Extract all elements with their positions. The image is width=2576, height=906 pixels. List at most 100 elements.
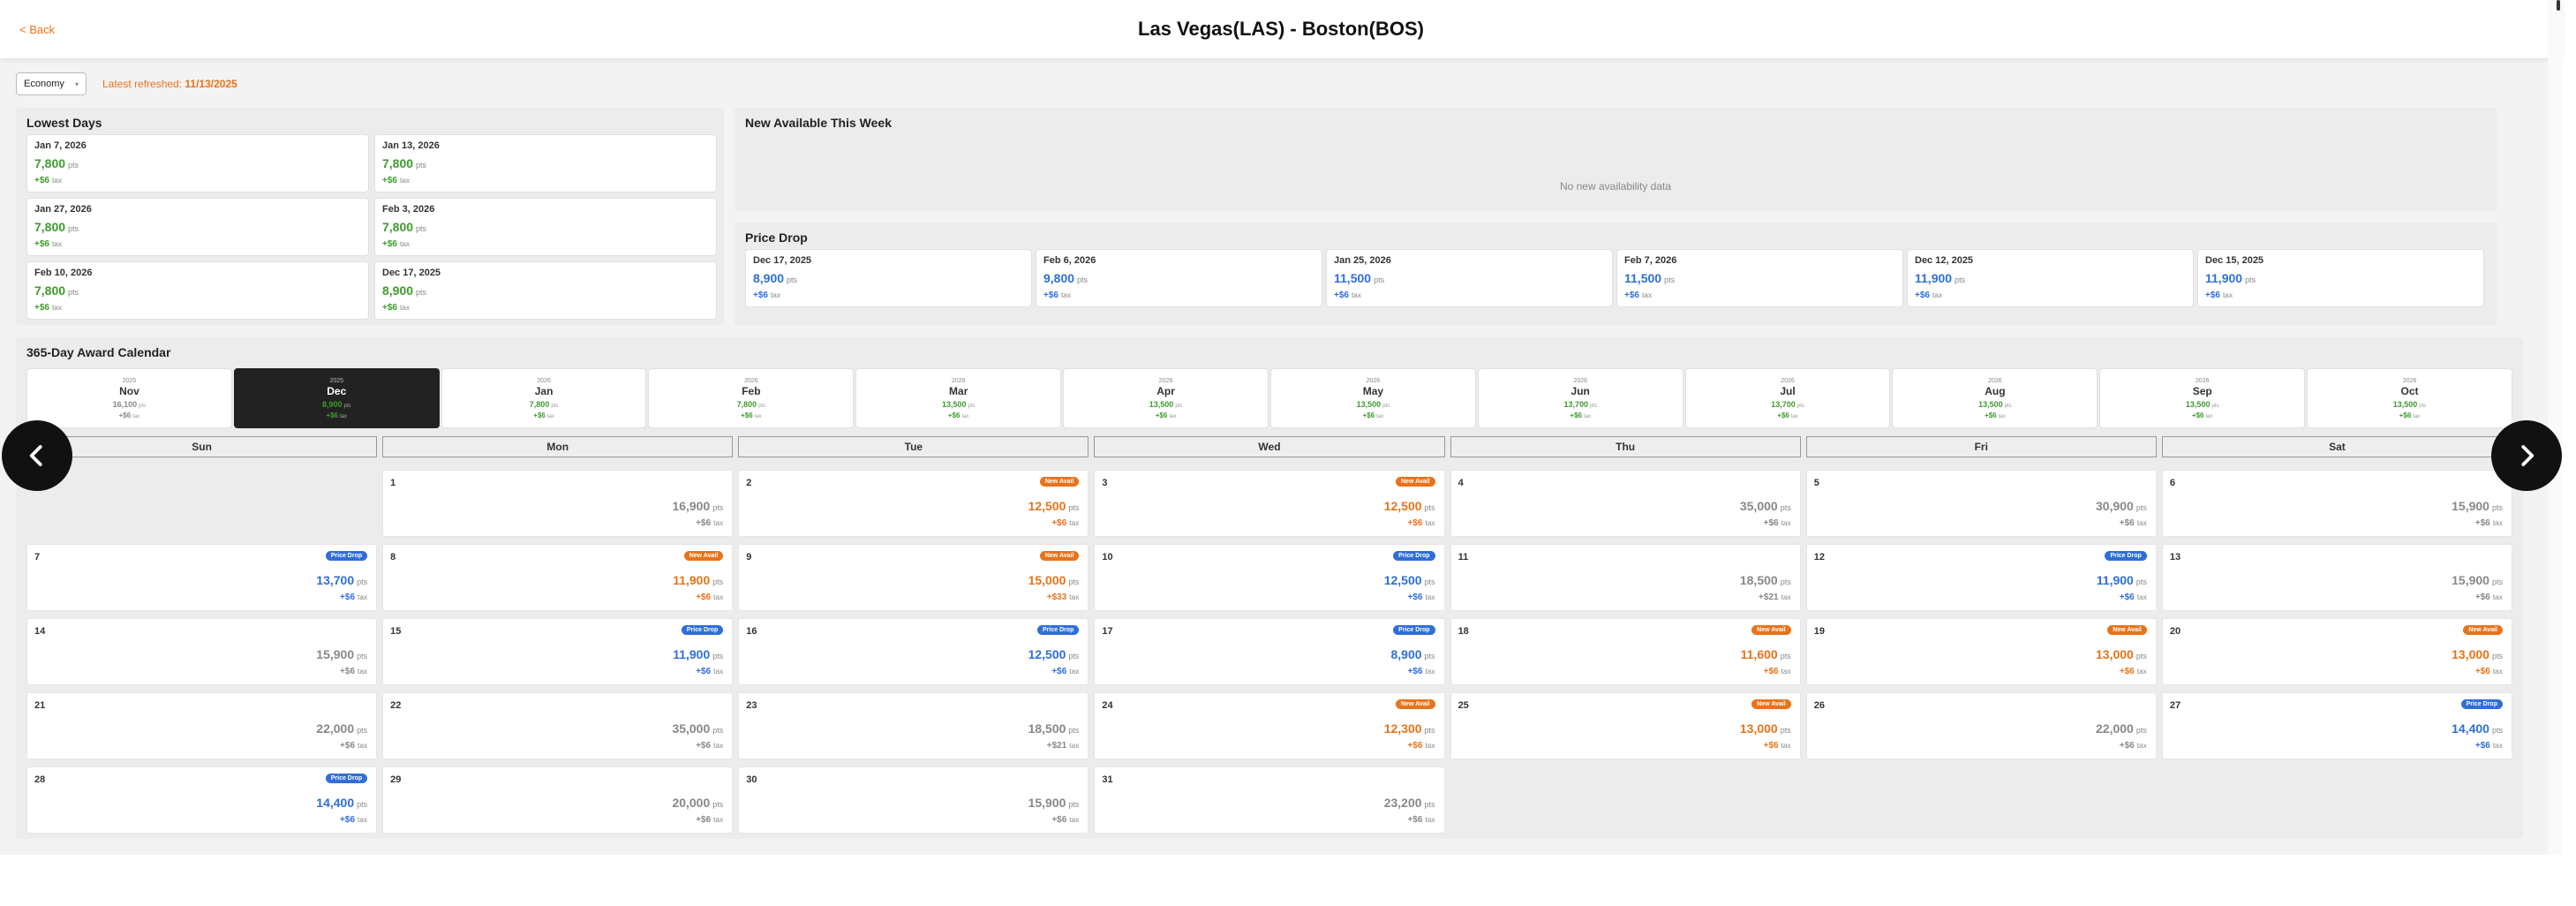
points-unit: pts [1374,276,1385,284]
tax-unit: tax [1425,518,1435,527]
tax-value: +$6 [382,303,397,313]
tax-unit: tax [399,176,411,185]
tax-unit: tax [2492,741,2503,750]
weekday-fri: Fri [1805,436,2157,457]
calendar-day[interactable]: 5 30,900 pts +$6 tax [1805,470,2157,537]
calendar-day[interactable]: 20 New Avail 13,000 pts +$6 tax [2161,618,2512,685]
calendar-day[interactable]: 13 15,900 pts +$6 tax [2161,544,2512,611]
tax-value: +$6 [34,176,49,185]
calendar-day[interactable]: 24 New Avail 12,300 pts +$6 tax [1094,692,1445,759]
calendar-day[interactable]: 3 New Avail 12,500 pts +$6 tax [1094,470,1445,537]
day-points: 14,400 pts [316,796,367,810]
calendar-day[interactable]: 23 18,500 pts +$21 tax [738,692,1089,759]
month-tab-oct[interactable]: 2026 Oct 13,500 pts +$6 tax [2307,368,2512,428]
calendar-day[interactable]: 1 16,900 pts +$6 tax [382,470,734,537]
cabin-select[interactable]: Economy ▾ [16,72,87,95]
month-tab-mar[interactable]: 2026 Mar 13,500 pts +$6 tax [855,368,1062,428]
month-tab-sep[interactable]: 2026 Sep 13,500 pts +$6 tax [2099,368,2306,428]
calendar-day[interactable]: 22 35,000 pts +$6 tax [382,692,734,759]
points-value: 11,500 [1334,271,1372,285]
day-points: 12,500 pts [1384,499,1435,513]
tax-unit: tax [2136,593,2147,601]
card-points: 7,800 pts [34,283,79,298]
card-points: 11,900 pts [2205,271,2256,285]
points-unit: pts [1796,404,1804,409]
price-card[interactable]: Jan 7, 2026 7,800 pts +$6 tax [26,134,369,193]
calendar-day[interactable]: 25 New Avail 13,000 pts +$6 tax [1450,692,1801,759]
price-card[interactable]: Jan 27, 2026 7,800 pts +$6 tax [26,198,369,256]
price-card[interactable]: Dec 15, 2025 11,900 pts +$6 tax [2197,249,2484,307]
price-card[interactable]: Feb 6, 2026 9,800 pts +$6 tax [1036,249,1322,307]
price-drop-title: Price Drop [745,230,808,245]
month-tab-jun[interactable]: 2026 Jun 13,700 pts +$6 tax [1477,368,1683,428]
month-selector: 2025 Nov 16,100 pts +$6 tax 2025 Dec 8,900 pts +$6… [26,368,2512,428]
calendar-day[interactable]: 26 22,000 pts +$6 tax [1805,692,2157,759]
calendar-day[interactable]: 19 New Avail 13,000 pts +$6 tax [1805,618,2157,685]
calendar-day[interactable]: 6 15,900 pts +$6 tax [2161,470,2512,537]
calendar-day[interactable]: 27 Price Drop 14,400 pts +$6 tax [2161,692,2512,759]
prev-month-button[interactable] [2,420,72,491]
price-card[interactable]: Feb 3, 2026 7,800 pts +$6 tax [374,198,717,256]
next-month-button[interactable] [2491,420,2562,491]
calendar-day[interactable]: 15 Price Drop 11,900 pts +$6 tax [382,618,734,685]
month-tab-jan[interactable]: 2026 Jan 7,800 pts +$6 tax [441,368,647,428]
month-tab-nov[interactable]: 2025 Nov 16,100 pts +$6 tax [26,368,232,428]
calendar-day[interactable]: 16 Price Drop 12,500 pts +$6 tax [738,618,1089,685]
calendar-day[interactable]: 8 New Avail 11,900 pts +$6 tax [382,544,734,611]
month-points: 13,500 pts [1271,400,1475,409]
price-card[interactable]: Dec 12, 2025 11,900 pts +$6 tax [1907,249,2194,307]
new-available-title: New Available This Week [745,116,892,130]
refresh-label: Latest refreshed: [102,78,183,90]
points-unit: pts [758,404,766,409]
back-link[interactable]: < Back [19,23,56,36]
month-points: 13,500 pts [856,400,1060,409]
day-number: 30 [746,774,757,785]
scrollbar[interactable] [2548,0,2562,855]
tax-unit: tax [1790,414,1798,419]
calendar-day[interactable]: 2 New Avail 12,500 pts +$6 tax [738,470,1089,537]
calendar-day[interactable]: 18 New Avail 11,600 pts +$6 tax [1450,618,1801,685]
calendar-day[interactable]: 31 23,200 pts +$6 tax [1094,766,1445,834]
tax-unit: tax [1998,414,2006,419]
price-card[interactable]: Jan 13, 2026 7,800 pts +$6 tax [374,134,717,193]
calendar-day[interactable]: 10 Price Drop 12,500 pts +$6 tax [1094,544,1445,611]
month-tab-aug[interactable]: 2026 Aug 13,500 pts +$6 tax [1892,368,2098,428]
month-tab-apr[interactable]: 2026 Apr 13,500 pts +$6 tax [1063,368,1269,428]
calendar-day[interactable]: 30 15,900 pts +$6 tax [738,766,1089,834]
points-unit: pts [2491,578,2503,586]
calendar-day[interactable]: 4 35,000 pts +$6 tax [1450,470,1801,537]
price-card[interactable]: Dec 17, 2025 8,900 pts +$6 tax [374,261,717,320]
calendar-day[interactable]: 29 20,000 pts +$6 tax [382,766,734,834]
day-tax: +$6 tax [1051,815,1079,825]
price-card[interactable]: Feb 10, 2026 7,800 pts +$6 tax [26,261,369,320]
points-unit: pts [1424,726,1435,735]
tax-value: +$6 [1407,593,1423,602]
calendar-day[interactable]: 9 New Avail 15,000 pts +$33 tax [738,544,1089,611]
cabin-select-value: Economy [24,79,64,89]
day-tax: +$6 tax [2120,667,2147,676]
price-card[interactable]: Dec 17, 2025 8,900 pts +$6 tax [745,249,1032,307]
calendar-day[interactable]: 12 Price Drop 11,900 pts +$6 tax [1805,544,2157,611]
price-card[interactable]: Jan 25, 2026 11,500 pts +$6 tax [1326,249,1613,307]
calendar-day[interactable]: 7 Price Drop 13,700 pts +$6 tax [26,544,378,611]
calendar-day[interactable]: 28 Price Drop 14,400 pts +$6 tax [26,766,378,834]
month-tab-jul[interactable]: 2026 Jul 13,700 pts +$6 tax [1684,368,1891,428]
day-tax: +$6 tax [340,593,367,602]
points-value: 15,900 [2452,573,2489,587]
month-tab-dec[interactable]: 2025 Dec 8,900 pts +$6 tax [233,368,440,428]
day-points: 8,900 pts [1391,647,1435,661]
calendar-day[interactable]: 11 18,500 pts +$21 tax [1450,544,1801,611]
points-unit: pts [416,224,427,233]
month-tab-feb[interactable]: 2026 Feb 7,800 pts +$6 tax [648,368,855,428]
scrollbar-thumb[interactable] [2557,0,2560,11]
calendar-day[interactable]: 21 22,000 pts +$6 tax [26,692,378,759]
day-points: 23,200 pts [1384,796,1435,810]
price-card[interactable]: Feb 7, 2026 11,500 pts +$6 tax [1616,249,1903,307]
calendar-day[interactable]: 14 15,900 pts +$6 tax [26,618,378,685]
month-tab-may[interactable]: 2026 May 13,500 pts +$6 tax [1269,368,1476,428]
page: < Back Las Vegas(LAS) - Boston(BOS) Econ… [0,0,2562,855]
day-points: 16,900 pts [672,499,723,513]
day-points: 11,900 pts [673,647,723,661]
calendar-day[interactable]: 17 Price Drop 8,900 pts +$6 tax [1094,618,1445,685]
month-name: Oct [2400,385,2419,397]
